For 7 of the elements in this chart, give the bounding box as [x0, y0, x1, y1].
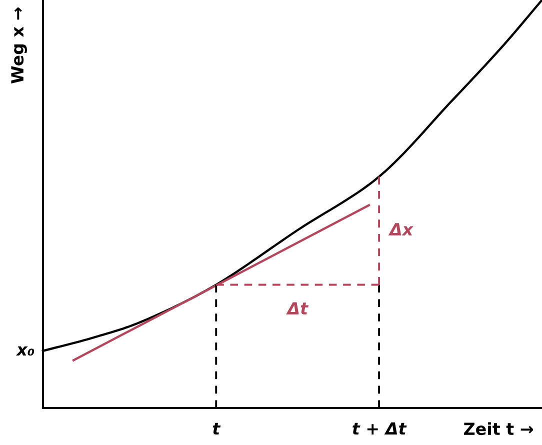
x-tick-label: t + Δt: [352, 422, 407, 435]
x-tick-label: t: [212, 422, 221, 435]
annotation: Δt: [286, 302, 309, 314]
annotation: Δx: [388, 223, 414, 236]
y-axis-title: Weg x →: [11, 7, 27, 84]
x-axis-title: Zeit t →: [464, 422, 534, 436]
text: x₀: [16, 346, 34, 356]
